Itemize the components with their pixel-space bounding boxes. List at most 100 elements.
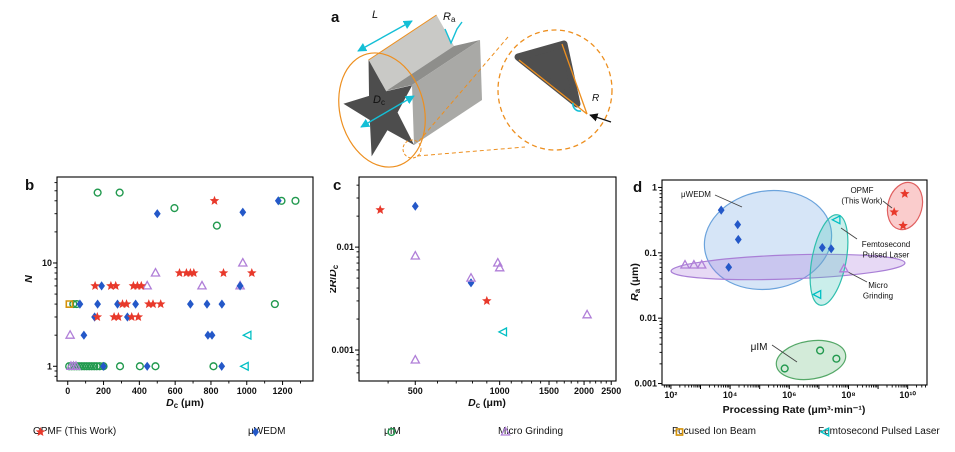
tip-edge-line-upper (561, 43, 588, 115)
marker-μWEDM (203, 299, 211, 309)
legend-label: μIM (384, 426, 401, 437)
x-tick-label: 0 (65, 386, 70, 396)
tip-radius-arc (572, 102, 582, 112)
marker-OPMF (This Work) (110, 280, 121, 290)
callout-line-bottom (416, 146, 526, 157)
marker-Micro Grinding (494, 262, 505, 272)
marker-μWEDM (124, 312, 131, 322)
legend-item-OPMF (This Work): OPMF (This Work) (33, 426, 116, 437)
marker-μWEDM (467, 278, 475, 288)
x-tick-label: 1500 (539, 386, 559, 396)
marker-OPMF (This Work) (375, 204, 385, 214)
tip-wedge (514, 40, 581, 108)
legend-item-μWEDM: μWEDM (248, 426, 285, 437)
marker-OPMF (This Work) (889, 207, 899, 217)
marker-μWEDM (143, 361, 151, 371)
marker-OPMF (This Work) (900, 188, 910, 198)
tip-callout-circle (402, 139, 422, 159)
radius-pointer-arrow (589, 113, 612, 123)
marker-μIM (212, 221, 221, 230)
legend-label: Femtosecond Pulsed Laser (818, 426, 940, 437)
x-tick-label: 200 (96, 386, 111, 396)
marker-Micro Grinding (410, 354, 421, 364)
annotation-label: (This Work) (841, 197, 883, 206)
x-tick-label: 400 (132, 386, 147, 396)
marker-OPMF (This Work) (117, 299, 128, 309)
marker-μIM (291, 196, 300, 205)
marker-Micro Grinding (679, 259, 691, 269)
marker-μIM (90, 362, 99, 371)
annotation-label: μWEDM (681, 190, 711, 199)
marker-Micro Grinding (237, 257, 249, 267)
x-axis-label: Dc (μm) (468, 397, 506, 410)
y-tick-label: 10 (42, 258, 52, 268)
legend-marker-square-icon (675, 427, 684, 436)
x-tick-label: 10⁴ (723, 390, 737, 400)
marker-Micro Grinding (64, 329, 76, 339)
marker-Femtosecond Pulsed Laser (239, 361, 249, 372)
marker-OPMF (This Work) (482, 295, 492, 305)
marker-μWEDM (100, 361, 107, 371)
marker-μIM (87, 362, 96, 371)
marker-μIM (209, 362, 218, 371)
marker-OPMF (This Work) (148, 299, 158, 309)
marker-μWEDM (204, 330, 212, 340)
panel-b-chart: 0 200 400 600 800 1000 1200 1 10 Dc (μm) Nb (23, 176, 314, 410)
marker-OPMF (This Work) (209, 195, 220, 205)
legend-marker-square (675, 427, 684, 436)
marker-μWEDM (76, 299, 84, 309)
annotation-pointer (847, 271, 868, 283)
x-tick-label: 10¹⁰ (899, 390, 916, 400)
cluster-ellipse-OPMF (886, 181, 924, 231)
panel-letter-b: b (25, 177, 34, 194)
marker-μWEDM (208, 330, 216, 340)
legend-marker-triangle-left-icon (819, 426, 830, 437)
marker-Micro Grinding (688, 259, 700, 269)
x-tick-label: 10⁶ (782, 390, 796, 400)
panel-a-diagram: a L Dc Ra R (331, 9, 613, 168)
diameter-arrow (360, 95, 415, 128)
marker-OPMF (This Work) (174, 268, 185, 278)
marker-μIM (170, 203, 179, 213)
marker-μIM (82, 362, 91, 371)
plot-frame (56, 176, 314, 382)
x-tick-label: 1200 (273, 386, 293, 396)
marker-μWEDM (734, 220, 742, 230)
marker-OPMF (This Work) (132, 280, 143, 290)
marker-μWEDM (827, 244, 835, 254)
marker-μWEDM (725, 262, 733, 272)
marker-μWEDM (187, 299, 194, 309)
annotation-label: Grinding (863, 292, 893, 301)
legend-marker-star (35, 426, 46, 436)
marker-μWEDM (218, 361, 226, 371)
panel-a-letter: a (331, 9, 340, 26)
legend: OPMF (This Work) μWEDM μIM Micro Grinding Fo… (0, 420, 955, 452)
marker-μIM (115, 362, 125, 371)
marker-OPMF (This Work) (126, 312, 137, 322)
marker-OPMF (This Work) (121, 299, 132, 309)
marker-OPMF (This Work) (109, 312, 119, 322)
y-axis-label: Ra (μm) (629, 263, 642, 301)
marker-μIM (135, 362, 144, 371)
prism-side-wall (412, 40, 482, 145)
x-axis-label: Dc (μm) (166, 397, 204, 410)
marker-μWEDM (818, 243, 826, 253)
marker-OPMF (This Work) (144, 299, 154, 309)
marker-Micro Grinding (696, 259, 707, 269)
marker-Femtosecond Pulsed Laser (830, 214, 841, 225)
legend-item-Femtosecond Pulsed Laser: Femtosecond Pulsed Laser (818, 426, 940, 437)
legend-marker-triangle-up (500, 425, 511, 436)
legend-item-Micro Grinding: Micro Grinding (498, 425, 563, 437)
legend-marker-diamond (252, 426, 259, 437)
marker-Micro Grinding (196, 280, 208, 290)
marker-μWEDM (153, 209, 161, 219)
marker-OPMF (This Work) (136, 280, 147, 290)
marker-Focused Ion Beam (65, 300, 74, 309)
marker-μIM (832, 354, 841, 363)
magnified-view-circle (497, 29, 613, 151)
marker-OPMF (This Work) (106, 280, 116, 290)
marker-μWEDM (132, 299, 139, 309)
panel-d-chart: 10² 10⁴ 10⁶ 10⁸ 10¹⁰ 1 0.1 0.01 0.001 Processing … (629, 179, 928, 416)
legend-item-Focused Ion Beam: Focused Ion Beam (672, 426, 756, 437)
y-tick-label: 0.01 (639, 313, 657, 323)
